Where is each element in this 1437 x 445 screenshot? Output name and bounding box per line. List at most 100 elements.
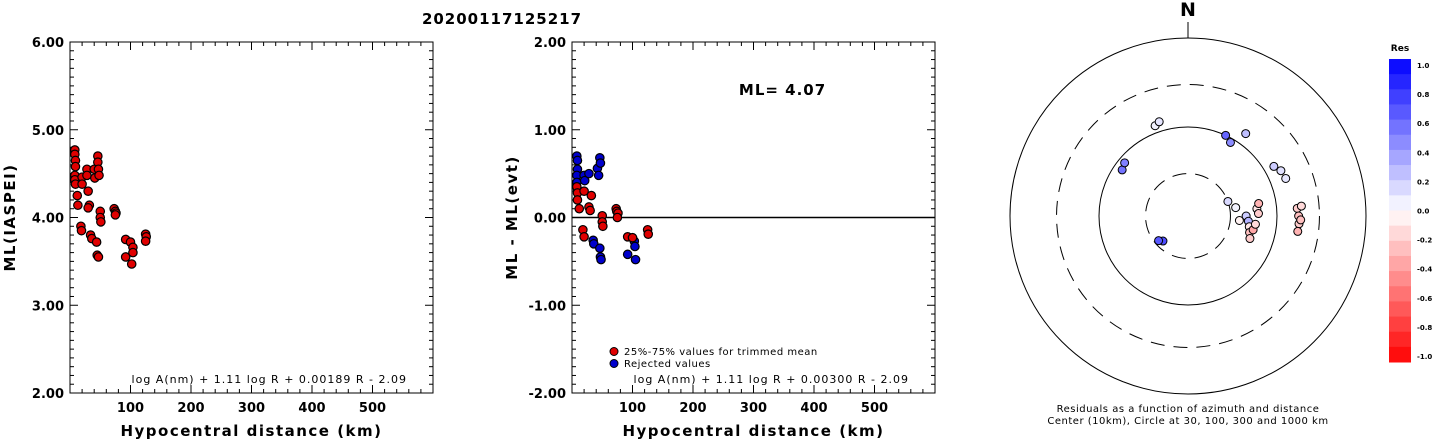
colorbar-swatch [1389, 180, 1411, 196]
y-tick-label: -1.00 [529, 299, 566, 314]
colorbar-tick-label: 0.2 [1417, 178, 1430, 186]
data-point [643, 229, 654, 239]
x-tick-label: 500 [861, 401, 888, 416]
colorbar-tick-label: -1.0 [1417, 353, 1432, 361]
station-residual-point [1225, 137, 1235, 147]
y-tick-label: 2.00 [534, 36, 566, 51]
y-tick-label: 6.00 [32, 36, 64, 51]
data-point [598, 221, 608, 232]
colorbar-swatch [1389, 346, 1411, 363]
colorbar-swatch [1389, 119, 1411, 136]
station-residual-point [1269, 161, 1279, 171]
colorbar-tick-label: 1.0 [1417, 62, 1430, 70]
data-point [82, 170, 92, 181]
data-point [83, 203, 93, 213]
data-point [579, 186, 589, 196]
station-residual-point [1296, 201, 1306, 211]
attenuation-formula: log A(nm) + 1.11 log R + 0.00189 R - 2.0… [132, 373, 407, 386]
station-residual-point [1296, 215, 1306, 225]
ml-annotation: ML= 4.07 [739, 81, 826, 99]
y-tick-label: 4.00 [32, 212, 64, 227]
data-point [572, 155, 583, 166]
data-point [94, 170, 104, 181]
x-tick-label: 300 [238, 401, 265, 416]
data-point [572, 195, 583, 205]
x-tick-label: 200 [679, 401, 706, 416]
x-tick-label: 100 [619, 401, 646, 416]
distance-ring [1056, 84, 1320, 348]
station-residual-point [1234, 215, 1244, 225]
x-axis-title: Hypocentral distance (km) [622, 422, 884, 440]
station-residual-point [1281, 173, 1291, 183]
colorbar-tick-label: -0.4 [1417, 266, 1432, 274]
data-point [622, 249, 633, 260]
data-point [96, 217, 106, 227]
distance-ring [1098, 126, 1278, 306]
x-tick-label: 300 [740, 401, 767, 416]
station-residual-point [1250, 219, 1260, 229]
y-axis-title: ML - ML(evt) [503, 155, 521, 279]
colorbar-swatch [1389, 195, 1411, 211]
station-residual-point [1221, 130, 1231, 140]
data-point [595, 243, 605, 254]
data-point [76, 225, 87, 236]
ml-residual-vs-distance-plot: 100 200 300 400 500 -2.00 -1.00 0.00 1.00 2.00 Hyp… [503, 36, 936, 440]
station-residual-point [1154, 236, 1164, 246]
data-point [595, 158, 606, 168]
station-residual-point [1241, 129, 1251, 139]
data-point [612, 212, 623, 223]
data-point [120, 252, 131, 262]
colorbar-tick-label: -0.6 [1417, 295, 1432, 303]
data-point [630, 254, 641, 265]
data-point [596, 254, 606, 265]
colorbar-tick-label: 0.8 [1417, 91, 1430, 99]
data-point [585, 205, 595, 216]
station-residual-point [1293, 226, 1303, 236]
colorbar-title: Res [1391, 44, 1409, 54]
station-residual-point [1254, 199, 1264, 209]
distance-ring [1009, 37, 1367, 395]
colorbar-swatch [1389, 286, 1411, 302]
legend-label: 25%-75% values for trimmed mean [624, 347, 818, 358]
polar-caption-line1: Residuals as a function of azimuth and d… [1057, 404, 1320, 415]
azimuth-residual-polar-plot: N Residuals as a function of azimuth and … [1009, 0, 1367, 427]
colorbar-tick-label: -0.8 [1417, 324, 1432, 332]
x-tick-label: 500 [359, 401, 386, 416]
colorbar-swatch [1389, 255, 1411, 272]
data-point [91, 237, 102, 247]
station-residual-point [1276, 166, 1286, 176]
colorbar-tick-label: -0.2 [1417, 237, 1432, 245]
colorbar-swatch [1389, 225, 1411, 242]
distance-ring [1145, 173, 1231, 259]
polar-caption-line2: Center (10km), Circle at 30, 100, 300 an… [1047, 416, 1328, 427]
legend-label: Rejected values [624, 359, 711, 370]
y-tick-label: 1.00 [534, 124, 566, 139]
data-point [70, 161, 81, 172]
legend-marker [609, 347, 619, 356]
data-point [72, 190, 83, 201]
y-axis-title: ML(IASPEI) [1, 163, 19, 271]
figure-title: 20200117125217 [422, 10, 582, 28]
x-tick-label: 400 [298, 401, 325, 416]
data-point [77, 179, 87, 189]
data-point [584, 168, 594, 179]
data-point [593, 170, 604, 181]
station-residual-point [1154, 117, 1164, 127]
colorbar-tick-label: 0.4 [1417, 149, 1430, 157]
colorbar-tick-label: 0.6 [1417, 120, 1430, 128]
data-point [126, 259, 137, 269]
y-tick-label: 5.00 [32, 124, 64, 139]
colorbar-swatch [1389, 89, 1411, 105]
colorbar-swatch [1389, 301, 1411, 318]
colorbar-swatch [1389, 149, 1411, 166]
station-residual-point [1253, 209, 1263, 219]
x-tick-label: 200 [177, 401, 204, 416]
y-tick-label: 0.00 [534, 212, 566, 227]
x-tick-label: 100 [117, 401, 144, 416]
x-tick-label: 400 [800, 401, 827, 416]
ml-vs-distance-plot: 100 200 300 400 500 2.00 3.00 4.00 5.00 6.00 Hypoc… [1, 36, 434, 440]
colorbar-swatch [1389, 271, 1411, 287]
data-point [83, 186, 93, 196]
colorbar-swatch [1389, 210, 1411, 227]
plot-frame [69, 41, 434, 394]
